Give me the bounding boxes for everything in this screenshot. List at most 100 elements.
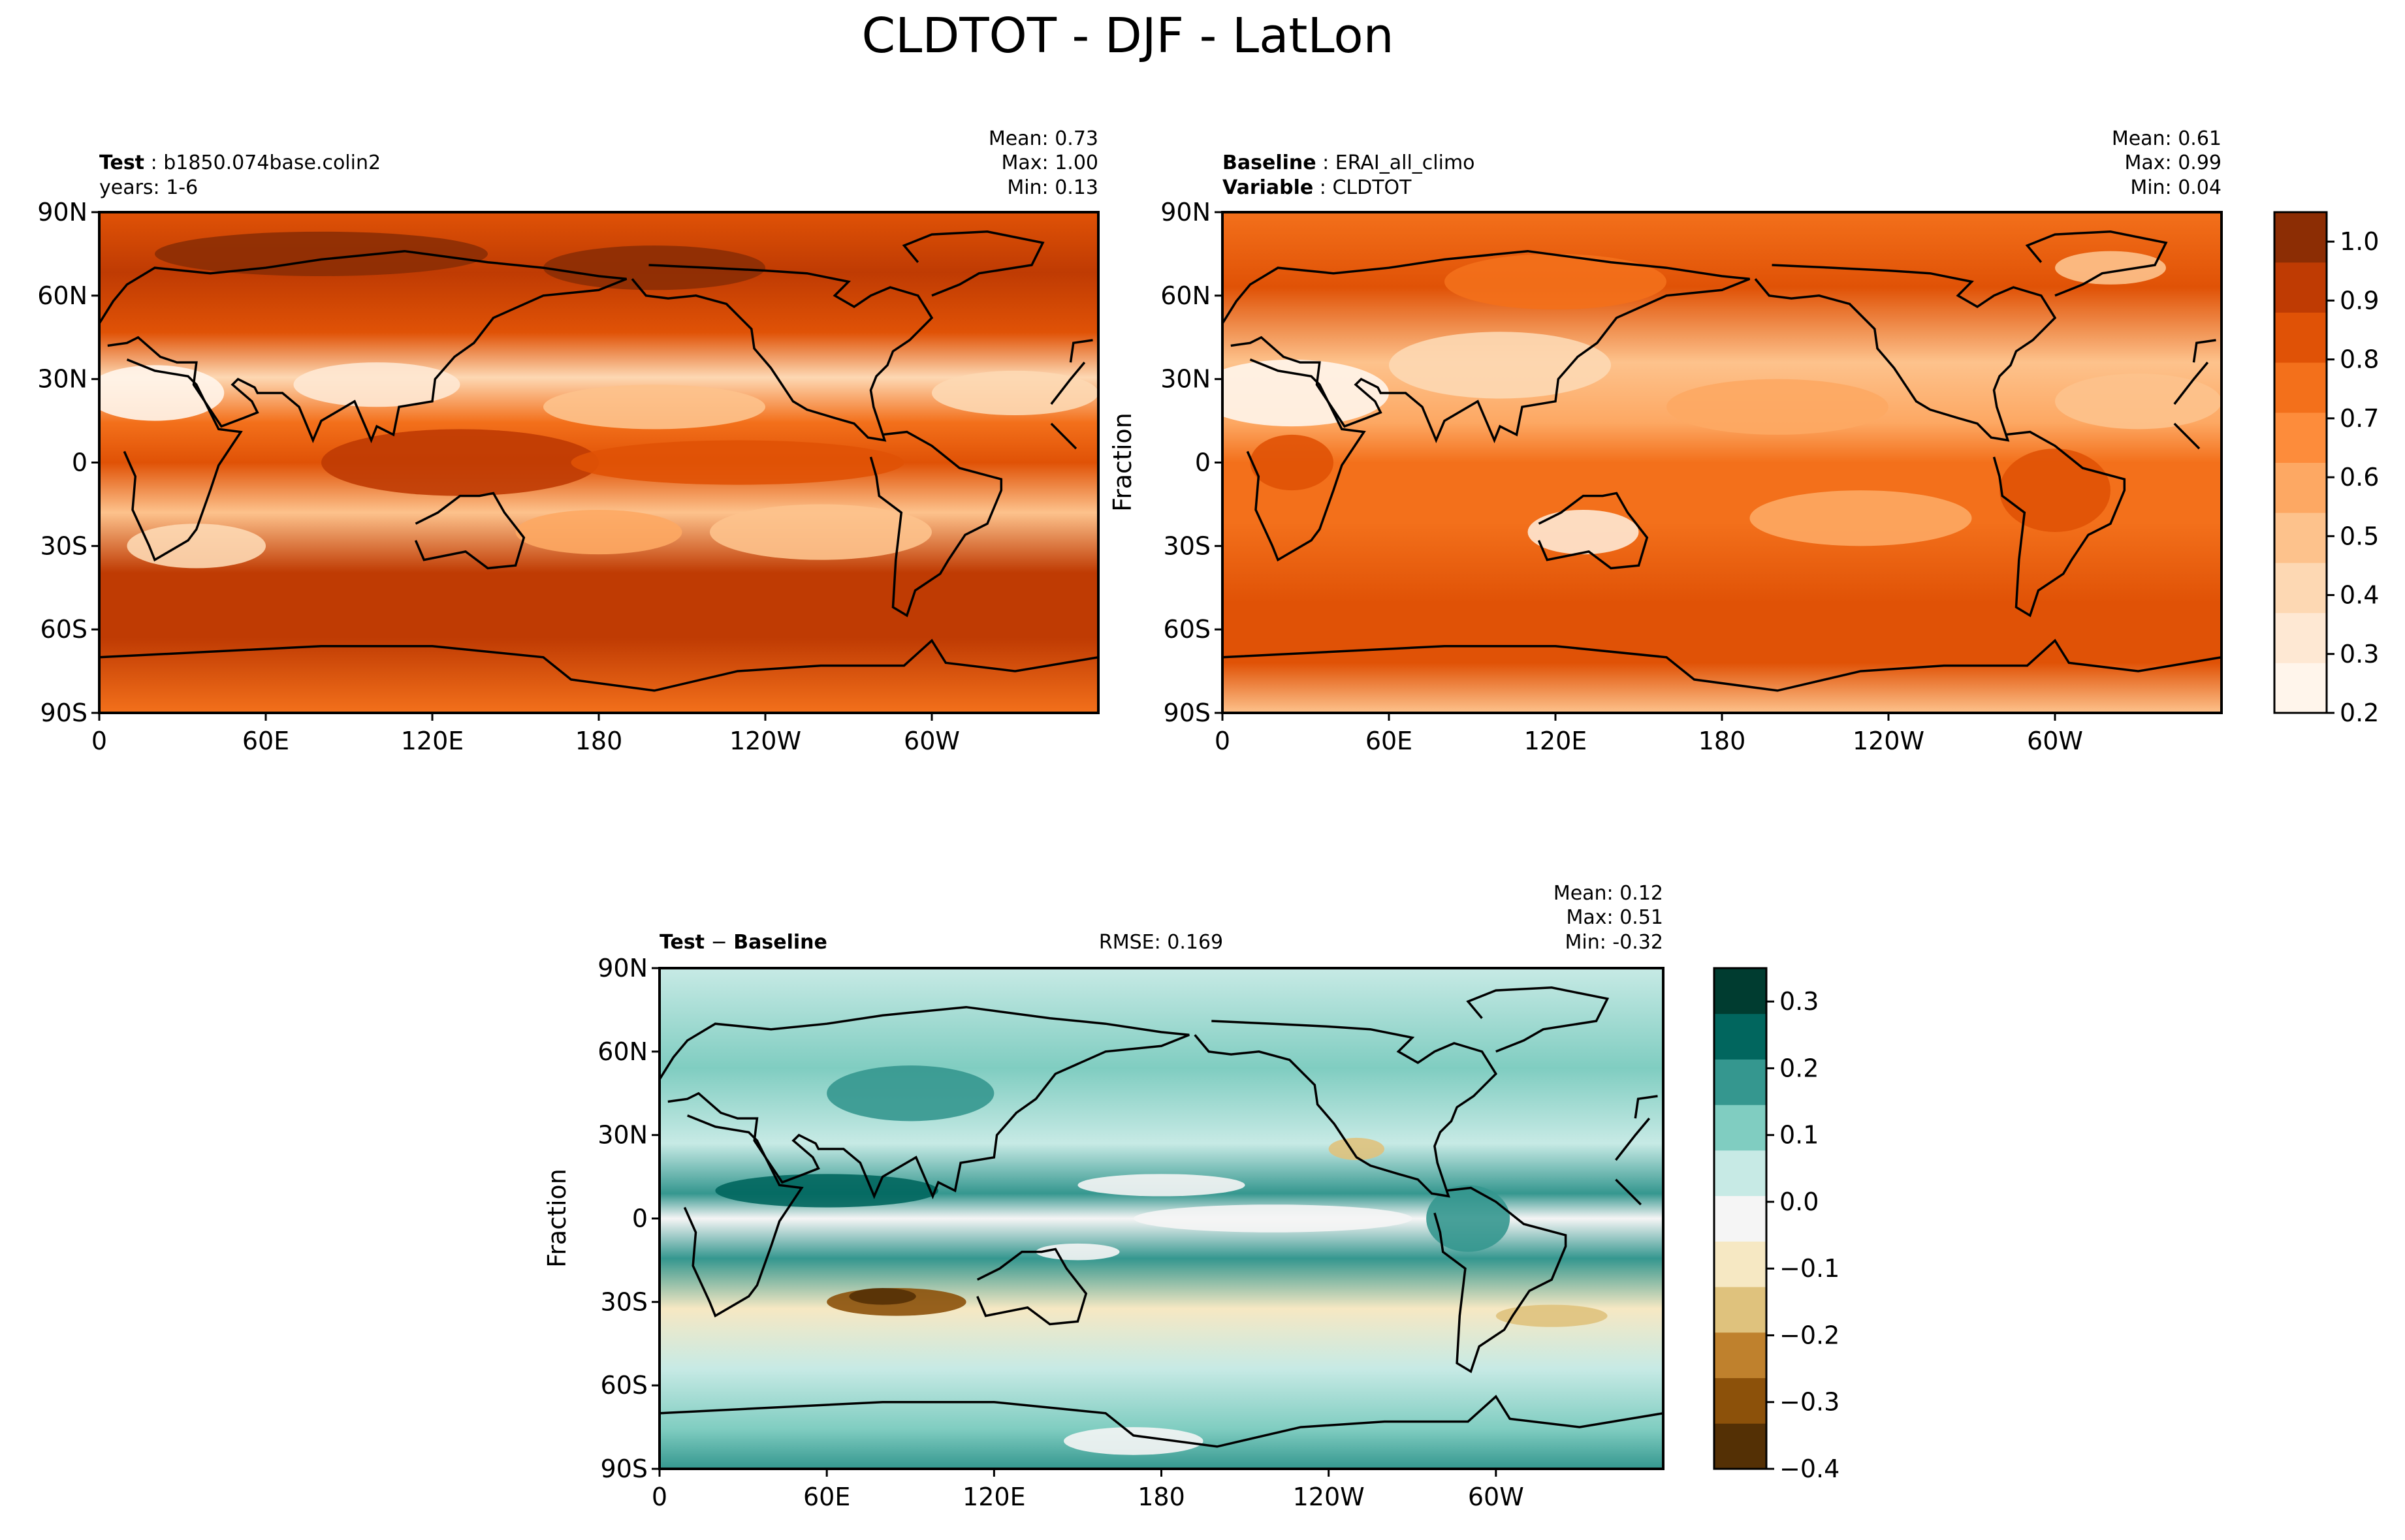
colorbar-tick-label: 0.2 bbox=[1779, 1054, 1819, 1082]
test-mean: Mean: 0.73 bbox=[989, 127, 1098, 150]
x-tick-label: 120W bbox=[729, 727, 801, 755]
coastline-africa bbox=[1615, 1178, 1642, 1206]
colorbar-frame bbox=[1713, 967, 1768, 1470]
coastline-africa bbox=[1050, 361, 1086, 405]
y-tick-label: 30S bbox=[601, 1287, 648, 1316]
diff-label: Test − Baseline bbox=[660, 931, 827, 954]
field-blob bbox=[715, 1174, 938, 1208]
coastline-africa bbox=[683, 1114, 804, 1318]
x-tick-label: 120W bbox=[1853, 727, 1924, 755]
field-blob bbox=[1426, 1185, 1510, 1252]
field-blob bbox=[543, 245, 765, 291]
coastlines bbox=[99, 230, 1098, 713]
colorbar-tick-label: −0.3 bbox=[1779, 1388, 1840, 1417]
x-tick-label: 60E bbox=[803, 1483, 850, 1511]
y-tick-label: 30S bbox=[40, 531, 88, 560]
colorbar-segment bbox=[2274, 312, 2327, 363]
coastline-namerica bbox=[631, 264, 934, 442]
y-tick-label: 30N bbox=[597, 1121, 648, 1150]
colorbar-tick-label: 0.3 bbox=[1779, 987, 1819, 1016]
test-label: Test : b1850.074base.colin2 bbox=[99, 151, 381, 174]
field-blob bbox=[321, 429, 599, 496]
x-tick-label: 180 bbox=[575, 727, 623, 755]
field-blob bbox=[1328, 1137, 1385, 1161]
y-tick-label: 90N bbox=[1160, 198, 1211, 227]
field-blob bbox=[1527, 509, 1639, 555]
variable-label-bold: Variable bbox=[1222, 176, 1313, 199]
colorbar-segment bbox=[2274, 663, 2327, 714]
coastline-namerica bbox=[1754, 264, 2057, 442]
test-max: Max: 1.00 bbox=[1002, 151, 1098, 174]
y-tick-label: 90N bbox=[597, 954, 648, 982]
y-tick-label: 60S bbox=[1164, 615, 1211, 644]
colorbar-tick-label: 0.7 bbox=[2340, 404, 2379, 433]
field-blob bbox=[1064, 1427, 1203, 1455]
y-axis: 90N 60N 30N 0 30S 60S 90S bbox=[597, 954, 660, 1483]
colorbar-tick-label: −0.2 bbox=[1779, 1321, 1840, 1349]
field-blob bbox=[543, 385, 765, 430]
field-blob bbox=[849, 1288, 916, 1305]
coastline-namerica bbox=[1194, 1020, 1498, 1198]
baseline-min: Min: 0.04 bbox=[2130, 176, 2222, 199]
diff-rmse: RMSE: 0.169 bbox=[1099, 931, 1223, 954]
baseline-label: Baseline : ERAI_all_climo bbox=[1222, 151, 1475, 174]
variable-label-value: CLDTOT bbox=[1332, 176, 1412, 199]
x-tick-label: 60E bbox=[242, 727, 289, 755]
y-tick-label: 60N bbox=[37, 281, 88, 310]
x-tick-label: 180 bbox=[1138, 1483, 1185, 1511]
colorbar-segment bbox=[1714, 1195, 1766, 1242]
coastline-eurasia bbox=[99, 249, 628, 443]
field-blob bbox=[1222, 359, 1389, 427]
x-tick-label: 60W bbox=[904, 727, 960, 755]
x-tick-label: 60W bbox=[2027, 727, 2083, 755]
x-tick-label: 60W bbox=[1468, 1483, 1524, 1511]
coastline-eurasia bbox=[660, 1005, 1190, 1199]
field-blob bbox=[1444, 253, 1666, 310]
colorbar-tick-label: 1.0 bbox=[2340, 227, 2379, 256]
baseline-label-value: ERAI_all_climo bbox=[1335, 151, 1475, 174]
x-tick-label: 0 bbox=[91, 727, 107, 755]
baseline-max: Max: 0.99 bbox=[2125, 151, 2222, 174]
x-tick-label: 0 bbox=[1215, 727, 1230, 755]
coastline-australia bbox=[1537, 492, 1649, 570]
colorbar-tick-label: 0.0 bbox=[1779, 1187, 1819, 1216]
field-blob bbox=[1036, 1243, 1120, 1261]
coastline-africa bbox=[1246, 358, 1366, 562]
colorbar-segment bbox=[1714, 1105, 1766, 1151]
colorbar-tick-label: −0.4 bbox=[1779, 1454, 1840, 1483]
colorbar-tick-label: −0.1 bbox=[1779, 1254, 1840, 1283]
y-tick-label: 60S bbox=[40, 615, 88, 644]
colorbar-segment bbox=[1714, 1423, 1766, 1469]
variable-label: Variable : CLDTOT bbox=[1222, 176, 1412, 199]
field-blob bbox=[1749, 490, 1972, 546]
diff-label-bold: Test bbox=[660, 931, 705, 954]
field-blob bbox=[515, 509, 682, 555]
coastline-africa bbox=[123, 358, 243, 562]
baseline-label-bold: Baseline bbox=[1222, 151, 1316, 174]
figure-title: CLDTOT - DJF - LatLon bbox=[861, 8, 1394, 64]
coastline-samerica bbox=[1433, 1186, 1567, 1374]
coastline-antarctica bbox=[99, 638, 1098, 713]
y-tick-label: 90N bbox=[37, 198, 88, 227]
colorbar-segment bbox=[2274, 512, 2327, 563]
colorbar-segment bbox=[1714, 968, 1766, 1014]
test-label-value: b1850.074base.colin2 bbox=[163, 151, 381, 174]
field-blob bbox=[1999, 448, 2110, 533]
coastline-antarctica bbox=[660, 1394, 1663, 1469]
y-tick-label: 60N bbox=[597, 1037, 648, 1066]
coastline-antarctica bbox=[1222, 638, 2222, 713]
coastline-australia bbox=[414, 492, 526, 570]
field-blob bbox=[932, 370, 1098, 416]
x-tick-label: 120W bbox=[1293, 1483, 1365, 1511]
colorbar-tick-label: 0.8 bbox=[2340, 345, 2379, 374]
colorbar-segment bbox=[1714, 1150, 1766, 1197]
colorbar-segment bbox=[1714, 1013, 1766, 1060]
coastline-africa bbox=[2173, 422, 2201, 450]
colorbar-tick-label: 0.6 bbox=[2340, 463, 2379, 492]
field-blob bbox=[2055, 251, 2166, 285]
colorbar-segment bbox=[2274, 612, 2327, 663]
y-tick-label: 90S bbox=[601, 1454, 648, 1483]
x-tick-label: 120E bbox=[401, 727, 464, 755]
y-axis: 90N 60N 30N 0 30S 60S 90S bbox=[37, 198, 99, 727]
y-tick-label: 30N bbox=[37, 365, 88, 394]
